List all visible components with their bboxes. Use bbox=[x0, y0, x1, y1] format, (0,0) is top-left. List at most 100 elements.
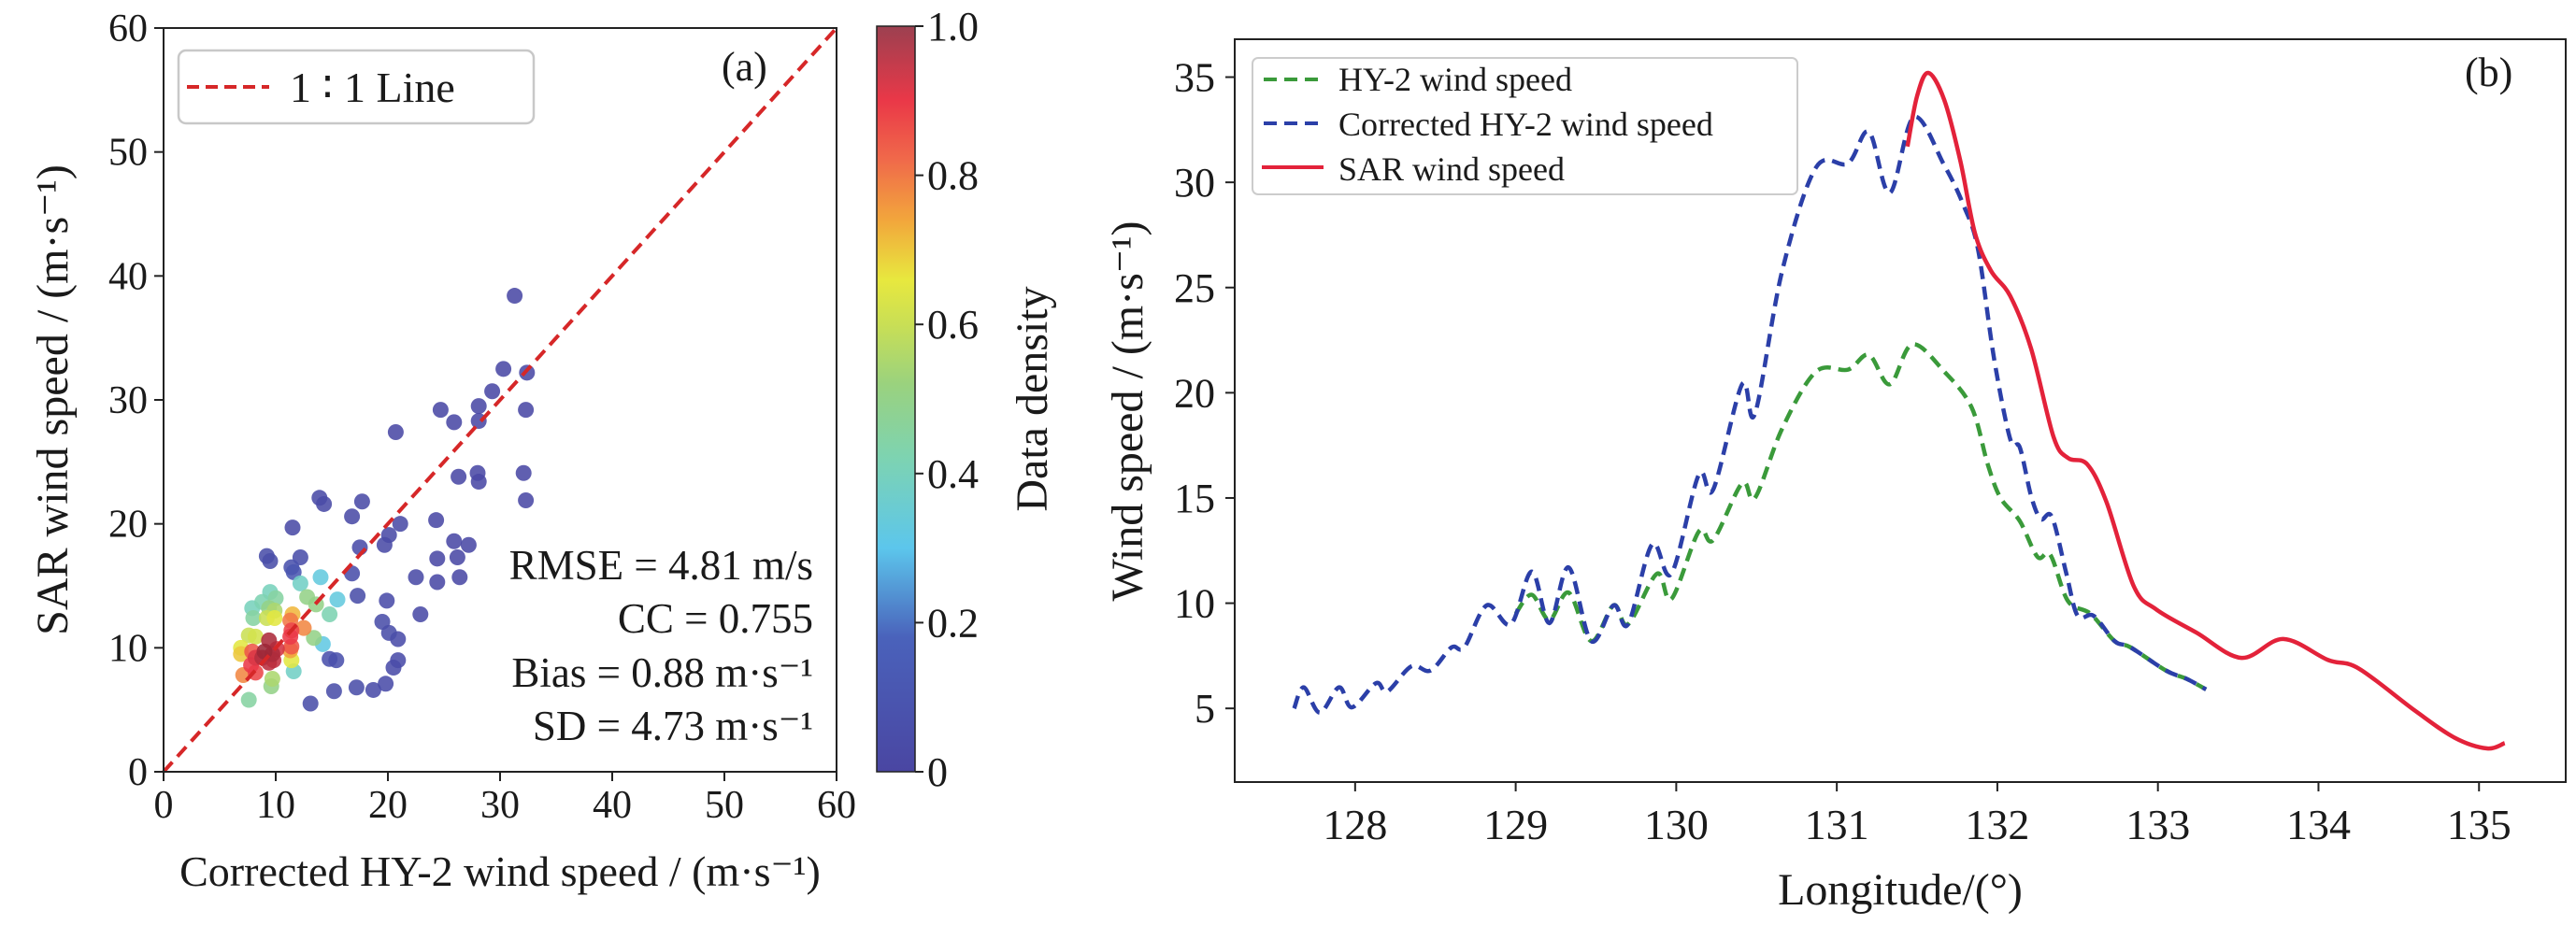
colorbar-tick-label: 0.4 bbox=[927, 451, 979, 497]
legend-label-corrected: Corrected HY-2 wind speed bbox=[1338, 106, 1713, 143]
scatter-point bbox=[353, 493, 370, 510]
scatter-point bbox=[344, 508, 361, 525]
x-tick-label: 0 bbox=[154, 784, 174, 827]
y-tick-label: 0 bbox=[128, 751, 148, 794]
stat-sd: SD = 4.73 m·s⁻¹ bbox=[533, 703, 813, 749]
axes-frame-b bbox=[1234, 38, 2567, 783]
scatter-point bbox=[507, 288, 523, 305]
legend-box bbox=[177, 49, 536, 125]
scatter-point bbox=[429, 574, 446, 591]
y-tick-label: 35 bbox=[1174, 55, 1215, 101]
x-tick-label: 131 bbox=[1805, 801, 1869, 848]
x-axis-label-b: Longitude/(°) bbox=[1778, 865, 2023, 915]
scatter-point bbox=[322, 606, 338, 623]
sar-wind-speed-line bbox=[1905, 70, 2506, 751]
scatter-point bbox=[451, 468, 467, 485]
legend-label-sar: SAR wind speed bbox=[1338, 150, 1565, 188]
scatter-point bbox=[292, 575, 308, 591]
scatter-point bbox=[365, 681, 381, 698]
scatter-point bbox=[348, 679, 365, 696]
scatter-point bbox=[387, 423, 404, 440]
stat-bias: Bias = 0.88 m·s⁻¹ bbox=[511, 649, 813, 696]
x-tick-label: 135 bbox=[2447, 801, 2512, 848]
scatter-point bbox=[325, 683, 342, 700]
y-axis-label-b: Wind speed / (m·s⁻¹) bbox=[1103, 221, 1152, 601]
colorbar-tick-label: 0 bbox=[927, 749, 948, 795]
scatter-point bbox=[295, 619, 312, 636]
scatter-point bbox=[350, 588, 366, 605]
colorbar-tick-label: 0.8 bbox=[927, 153, 979, 199]
scatter-point bbox=[264, 671, 280, 687]
y-axis-label-a: SAR wind speed / (m·s⁻¹) bbox=[28, 164, 78, 635]
scatter-point bbox=[328, 652, 345, 669]
y-tick-label: 20 bbox=[1174, 370, 1215, 416]
scatter-point bbox=[378, 676, 394, 692]
scatter-point bbox=[379, 592, 395, 609]
scatter-panel-a: 0 10 20 30 40 50 60 0 10 20 30 40 50 60 1 ∶ 1 Line (a… bbox=[28, 4, 1057, 895]
x-tick-label: 130 bbox=[1644, 801, 1709, 848]
panel-label-a: (a) bbox=[722, 44, 767, 90]
stats-text: RMSE = 4.81 m/s CC = 0.755 Bias = 0.88 m… bbox=[509, 542, 813, 749]
line-panel-b: 128 129 130 131 132 133 134 135 5 10 15 20 25 30 35 HY… bbox=[1103, 38, 2567, 915]
panel-label-b: (b) bbox=[2465, 50, 2512, 95]
axis-ticks-a: 0 10 20 30 40 50 60 0 10 20 30 40 50 60 bbox=[108, 7, 856, 827]
scatter-point bbox=[282, 628, 299, 645]
scatter-point bbox=[247, 628, 264, 645]
colorbar-tick-label: 0.2 bbox=[927, 600, 979, 646]
y-tick-label: 60 bbox=[108, 7, 148, 50]
x-tick-label: 50 bbox=[705, 784, 744, 827]
y-tick-label: 40 bbox=[108, 255, 148, 298]
x-tick-label: 129 bbox=[1483, 801, 1548, 848]
x-tick-label: 20 bbox=[368, 784, 408, 827]
x-tick-label: 133 bbox=[2125, 801, 2190, 848]
scatter-point bbox=[256, 643, 273, 660]
scatter-point bbox=[329, 591, 346, 608]
scatter-point bbox=[470, 474, 487, 491]
scatter-point bbox=[446, 533, 463, 549]
scatter-point bbox=[262, 552, 279, 569]
scatter-point bbox=[428, 512, 445, 529]
scatter-point bbox=[312, 569, 329, 586]
legend-label-hy2: HY-2 wind speed bbox=[1338, 61, 1572, 98]
scatter-point bbox=[306, 630, 322, 647]
corrected-hy2-wind-speed-line bbox=[1292, 115, 2208, 715]
scatter-point bbox=[240, 691, 257, 708]
scatter-point bbox=[518, 491, 535, 508]
colorbar bbox=[876, 25, 916, 773]
series-lines bbox=[1292, 70, 2506, 751]
scatter-point bbox=[408, 569, 424, 586]
scatter-point bbox=[432, 402, 449, 419]
colorbar-label: Data density bbox=[1008, 286, 1057, 511]
y-tick-label: 10 bbox=[108, 627, 148, 670]
scatter-points bbox=[233, 288, 536, 712]
one-to-one-line bbox=[162, 26, 838, 774]
x-tick-label: 10 bbox=[256, 784, 295, 827]
y-tick-label: 20 bbox=[108, 504, 148, 547]
scatter-point bbox=[449, 548, 465, 565]
scatter-point bbox=[245, 609, 262, 626]
stat-cc: CC = 0.755 bbox=[618, 595, 813, 642]
x-tick-label: 132 bbox=[1965, 801, 2029, 848]
y-tick-label: 10 bbox=[1174, 581, 1215, 627]
y-tick-label: 15 bbox=[1174, 476, 1215, 521]
scatter-point bbox=[380, 624, 397, 641]
legend-label-one-to-one: 1 ∶ 1 Line bbox=[290, 64, 455, 111]
scatter-point bbox=[446, 414, 463, 431]
x-tick-label: 60 bbox=[817, 784, 856, 827]
scatter-point bbox=[316, 495, 333, 512]
y-tick-label: 5 bbox=[1195, 686, 1215, 732]
y-tick-label: 30 bbox=[108, 379, 148, 422]
x-tick-label: 30 bbox=[480, 784, 520, 827]
x-tick-label: 128 bbox=[1323, 801, 1387, 848]
legend-a: 1 ∶ 1 Line bbox=[177, 49, 536, 125]
scatter-point bbox=[266, 609, 283, 626]
scatter-point bbox=[302, 695, 319, 712]
y-tick-label: 25 bbox=[1174, 265, 1215, 311]
colorbar-ticks: 0 0.2 0.4 0.6 0.8 1.0 bbox=[915, 4, 979, 795]
axis-ticks-b: 128 129 130 131 132 133 134 135 5 10 15 20 25 30 35 bbox=[1174, 55, 2512, 848]
x-axis-label-a: Corrected HY-2 wind speed / (m·s⁻¹) bbox=[179, 847, 821, 895]
colorbar-tick-label: 0.6 bbox=[927, 302, 979, 348]
colorbar-tick-label: 1.0 bbox=[927, 4, 979, 50]
legend-b: HY-2 wind speed Corrected HY-2 wind spee… bbox=[1252, 57, 1798, 195]
